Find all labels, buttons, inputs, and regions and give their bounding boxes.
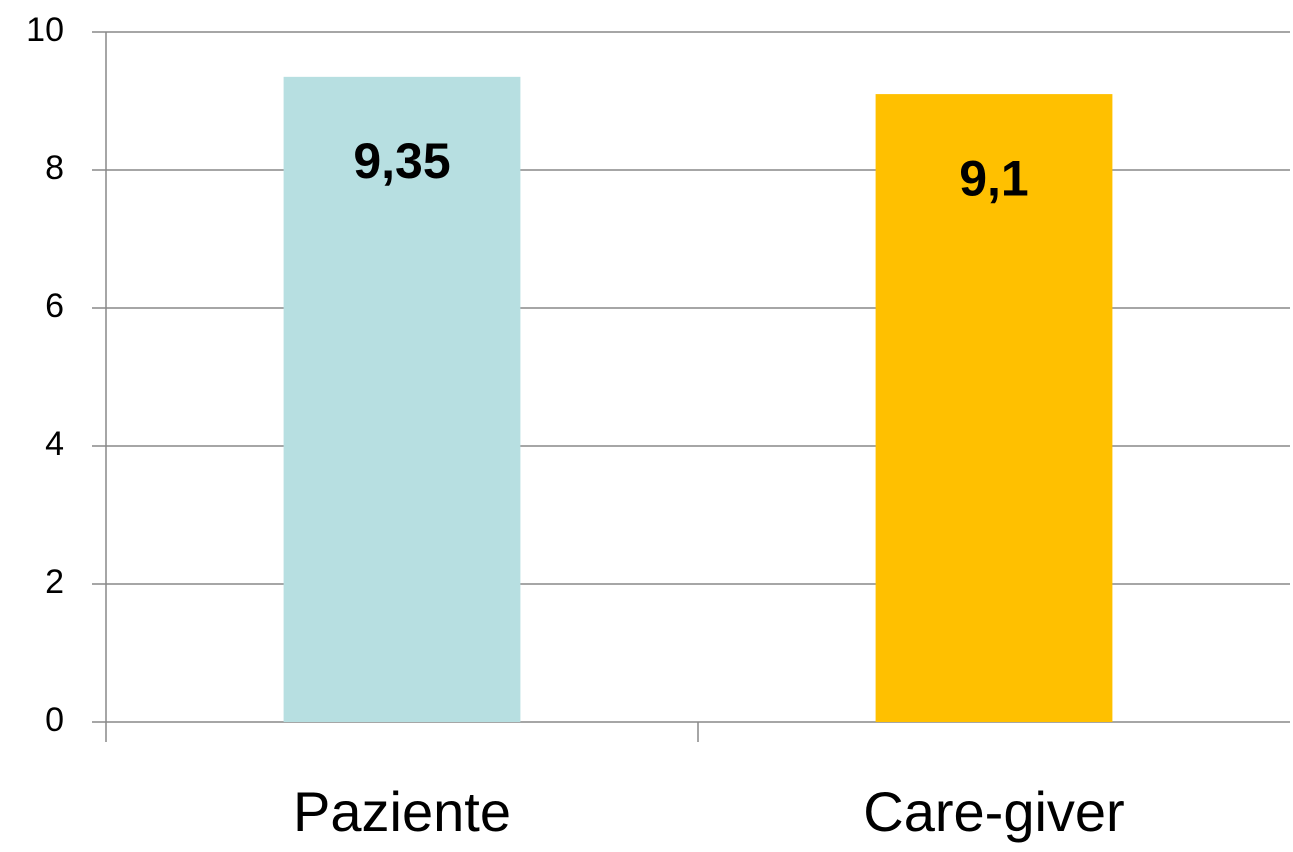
y-tick-label: 8 [45, 149, 64, 187]
x-tick-label: Care-giver [863, 780, 1124, 843]
value-label: 9,35 [353, 133, 450, 189]
bar [283, 76, 521, 723]
bar [875, 94, 1113, 723]
y-tick-label: 2 [45, 563, 64, 601]
y-tick-label: 4 [45, 425, 64, 463]
x-tick-label: Paziente [293, 780, 511, 843]
y-tick-label: 10 [26, 11, 64, 49]
y-tick-label: 0 [45, 701, 64, 739]
value-label: 9,1 [959, 150, 1029, 206]
y-tick-label: 6 [45, 287, 64, 325]
